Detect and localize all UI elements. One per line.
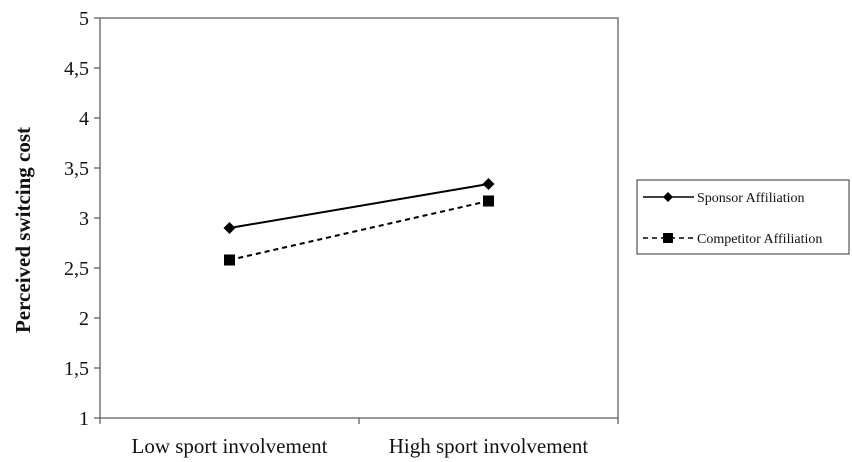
data-point [224, 254, 235, 266]
y-tick-label: 4 [79, 108, 89, 130]
y-axis: 1 1,5 2 2,5 3 3,5 4 4,5 5 [64, 8, 100, 430]
data-point [483, 195, 494, 207]
y-axis-label: Perceived switcing cost [11, 127, 35, 333]
y-tick-label: 3 [79, 208, 89, 230]
x-axis: Low sport involvement High sport involvem… [99, 418, 619, 458]
series-layer [223, 178, 495, 266]
y-tick-label: 2,5 [64, 258, 89, 280]
y-tick-label: 1 [79, 408, 89, 430]
legend-label: Competitor Affiliation [697, 232, 822, 247]
series-line [229, 183, 489, 229]
data-point [223, 222, 236, 234]
series-sponsor [223, 178, 495, 234]
data-point [482, 178, 495, 190]
legend-label: Sponsor Affiliation [697, 191, 804, 206]
legend: Sponsor Affiliation Competitor Affiliatio… [636, 179, 850, 255]
plot-frame [99, 17, 619, 419]
y-tick-label: 3,5 [64, 158, 89, 180]
y-tick-label: 1,5 [64, 358, 89, 380]
legend-marker [663, 192, 673, 202]
series-line [229, 200, 489, 261]
x-tick-label: High sport involvement [389, 434, 589, 458]
y-tick-label: 4,5 [64, 58, 89, 80]
legend-marker [663, 233, 673, 243]
y-tick-label: 2 [79, 308, 89, 330]
series-competitor [224, 195, 494, 266]
y-tick-label: 5 [79, 8, 89, 30]
x-tick-label: Low sport involvement [132, 434, 328, 458]
